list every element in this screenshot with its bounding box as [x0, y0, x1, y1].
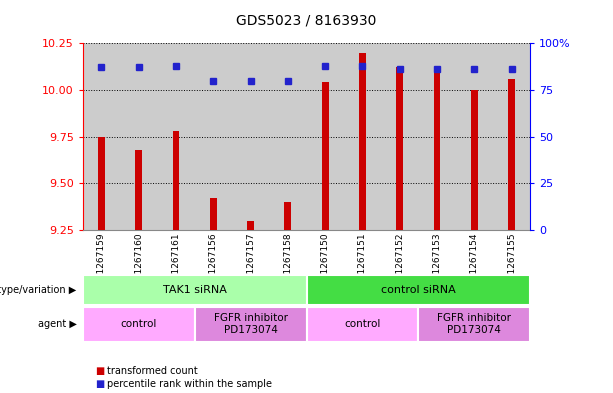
Bar — [247, 220, 254, 230]
Bar — [344, 43, 381, 230]
Bar — [493, 43, 530, 230]
Bar — [471, 90, 478, 230]
Bar — [419, 43, 455, 230]
Bar — [120, 43, 158, 230]
Bar — [135, 150, 142, 230]
Text: TAK1 siRNA: TAK1 siRNA — [162, 285, 227, 295]
Text: GDS5023 / 8163930: GDS5023 / 8163930 — [237, 14, 376, 28]
Bar — [359, 53, 366, 230]
Text: ■: ■ — [95, 366, 104, 376]
Bar — [158, 43, 195, 230]
Text: percentile rank within the sample: percentile rank within the sample — [107, 379, 272, 389]
Text: FGFR inhibitor
PD173074: FGFR inhibitor PD173074 — [437, 314, 511, 335]
Text: transformed count: transformed count — [107, 366, 198, 376]
Text: ■: ■ — [95, 379, 104, 389]
Bar — [508, 79, 515, 230]
Bar — [284, 202, 291, 230]
Text: genotype/variation ▶: genotype/variation ▶ — [0, 285, 77, 295]
Bar — [83, 43, 120, 230]
Text: control: control — [121, 319, 157, 329]
Text: agent ▶: agent ▶ — [38, 319, 77, 329]
Bar — [210, 198, 216, 230]
Text: control: control — [345, 319, 381, 329]
Bar — [322, 83, 329, 230]
Bar — [381, 43, 419, 230]
Bar — [173, 131, 180, 230]
Bar — [455, 43, 493, 230]
Text: control siRNA: control siRNA — [381, 285, 455, 295]
Bar — [195, 43, 232, 230]
Bar — [397, 68, 403, 230]
Bar — [232, 43, 269, 230]
Bar — [269, 43, 306, 230]
Bar — [98, 136, 105, 230]
Bar — [306, 43, 344, 230]
Text: FGFR inhibitor
PD173074: FGFR inhibitor PD173074 — [213, 314, 287, 335]
Bar — [433, 68, 440, 230]
